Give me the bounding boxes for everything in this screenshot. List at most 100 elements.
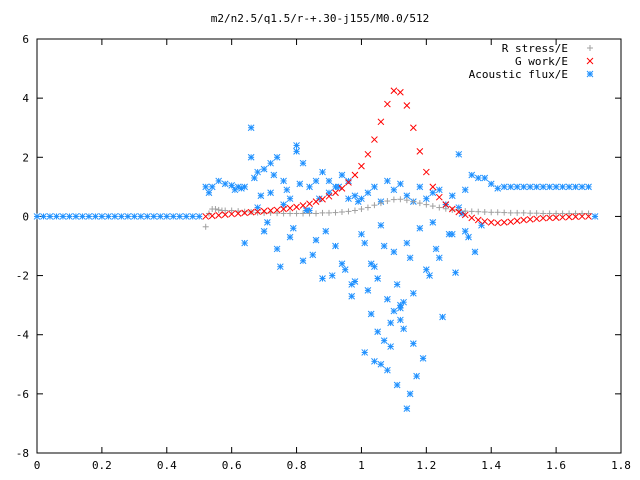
data-point [474, 216, 482, 224]
y-tick-label: -8 [16, 447, 29, 460]
data-point [416, 200, 423, 207]
data-point [439, 313, 446, 321]
legend-marker [587, 45, 593, 51]
data-point [309, 251, 317, 259]
data-point [208, 183, 216, 191]
data-point [364, 204, 371, 211]
data-point [410, 340, 417, 347]
data-point [202, 213, 210, 220]
data-point [507, 183, 515, 191]
data-point [118, 213, 125, 220]
data-point [429, 189, 437, 197]
data-point [465, 233, 472, 241]
data-point [53, 213, 60, 220]
data-point [283, 186, 291, 194]
data-point [384, 198, 391, 205]
data-point [169, 213, 177, 220]
data-point [526, 216, 534, 223]
data-point [429, 218, 437, 226]
data-point [241, 239, 248, 247]
y-tick-label: -6 [16, 388, 29, 401]
data-point [455, 150, 463, 158]
data-point [374, 275, 382, 282]
x-tick-label: 1.8 [611, 459, 631, 472]
data-point [461, 211, 469, 219]
data-point [124, 213, 132, 220]
data-point [358, 206, 365, 213]
data-point [293, 148, 300, 155]
data-point [364, 189, 372, 197]
legend-label: Acoustic flux/E [469, 68, 568, 81]
data-point [533, 210, 540, 217]
data-point [429, 183, 437, 191]
data-point [267, 189, 274, 197]
y-tick-label: 6 [22, 33, 29, 46]
data-point [332, 183, 339, 191]
data-point [377, 118, 385, 126]
data-point [364, 287, 372, 294]
data-point [287, 210, 294, 217]
data-point [416, 148, 424, 155]
data-point [539, 214, 547, 222]
data-point [247, 153, 255, 161]
data-point [254, 208, 261, 216]
data-point [338, 171, 346, 179]
data-point [332, 209, 339, 216]
data-point [205, 210, 212, 217]
data-point [286, 195, 294, 203]
data-point [105, 213, 112, 220]
data-point [400, 298, 407, 306]
data-point [345, 195, 352, 203]
data-point [488, 209, 495, 216]
data-point [377, 221, 385, 229]
data-point [462, 208, 469, 215]
data-point [286, 233, 294, 241]
data-point [546, 183, 553, 191]
data-point [384, 100, 391, 108]
data-point [98, 213, 106, 220]
data-point [221, 211, 229, 219]
data-point [221, 180, 229, 188]
data-point [468, 208, 475, 215]
data-point [442, 201, 450, 208]
data-point [276, 263, 284, 271]
data-point [40, 213, 47, 220]
data-point [403, 405, 411, 412]
data-point [452, 269, 459, 276]
data-point [579, 210, 586, 217]
data-point [397, 316, 404, 324]
data-point [195, 213, 203, 220]
data-point [416, 224, 424, 232]
data-point [215, 211, 223, 219]
data-point [273, 206, 281, 214]
data-point [416, 183, 424, 191]
data-point [520, 183, 528, 191]
data-point [559, 210, 566, 217]
data-point [393, 281, 401, 288]
data-point [397, 88, 404, 96]
data-point [371, 357, 378, 365]
data-point [371, 183, 378, 191]
data-point [267, 159, 274, 167]
data-point [520, 216, 528, 224]
data-point [384, 366, 391, 374]
data-point [448, 192, 456, 200]
data-point [325, 177, 333, 185]
data-point [299, 159, 307, 167]
data-point [156, 213, 164, 220]
data-point [429, 203, 436, 210]
data-point [354, 198, 362, 205]
data-point [257, 192, 265, 200]
chart-title: m2/n2.5/q1.5/r-+.30-j155/M0.0/512 [211, 12, 430, 25]
data-point [397, 180, 404, 188]
data-point [435, 186, 443, 194]
data-point [494, 219, 502, 227]
data-point [247, 208, 255, 216]
data-point [274, 210, 281, 217]
data-point [306, 210, 313, 217]
data-point [293, 142, 300, 149]
data-point [302, 207, 310, 214]
data-point [215, 177, 223, 185]
